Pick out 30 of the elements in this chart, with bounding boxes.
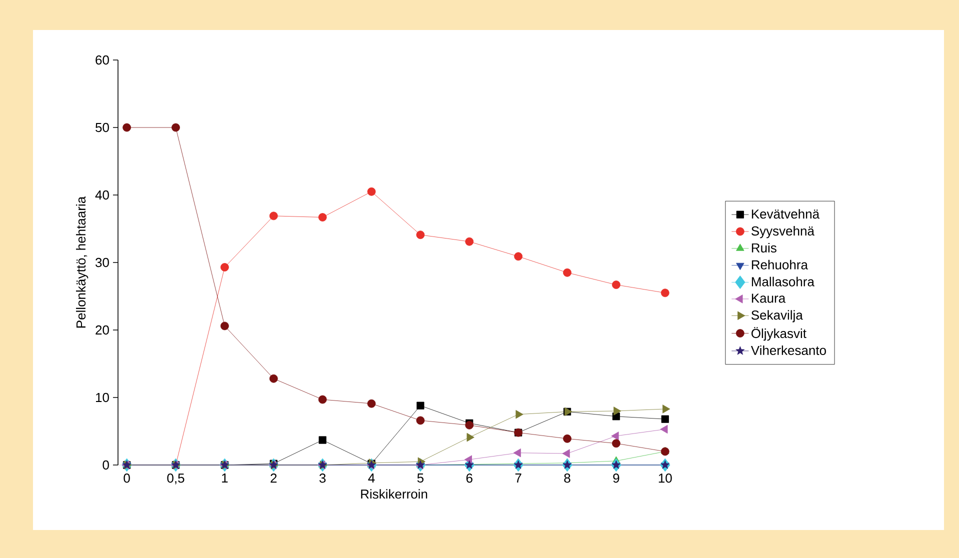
- x-tick-label: 3: [319, 474, 326, 483]
- x-tick-label: 10: [658, 474, 672, 483]
- x-tick-label: 7: [515, 474, 522, 482]
- x-tick-label: 1: [222, 474, 228, 482]
- legend-label: Öljykasvit: [751, 327, 806, 341]
- y-tick-label: 0: [102, 460, 109, 470]
- y-tick-label: 60: [96, 55, 109, 65]
- legend-label: Kaura: [752, 294, 786, 303]
- y-tick-label: 40: [95, 190, 109, 200]
- y-tick-label: 20: [96, 325, 109, 335]
- x-tick-label: 0: [124, 474, 130, 483]
- x-tick-label: 9: [613, 474, 620, 483]
- y-tick-label: 10: [96, 392, 109, 402]
- x-tick-label: 0,5: [167, 474, 184, 484]
- legend-label: Syysvehnä: [751, 226, 814, 238]
- x-tick-label: 6: [466, 474, 472, 483]
- y-tick-label: 30: [96, 258, 109, 268]
- legend-label: Rehuohra: [752, 260, 808, 270]
- x-tick-label: 2: [270, 474, 277, 483]
- x-tick-label: 5: [417, 474, 424, 483]
- y-axis-title: Pellonkäyttö, hehtaaria: [76, 196, 88, 328]
- x-axis-title: Riskikerroin: [361, 489, 428, 499]
- y-tick-label: 50: [96, 122, 109, 132]
- x-tick-label: 4: [368, 474, 375, 482]
- legend-label: Mallasohra: [752, 276, 814, 286]
- legend-label: Viherkesanto: [750, 345, 826, 356]
- legend-label: Sekavilja: [751, 310, 803, 322]
- x-tick-label: 8: [564, 474, 570, 483]
- legend-label: Ruis: [752, 242, 776, 253]
- legend-label: Kevätvehnä: [752, 209, 820, 219]
